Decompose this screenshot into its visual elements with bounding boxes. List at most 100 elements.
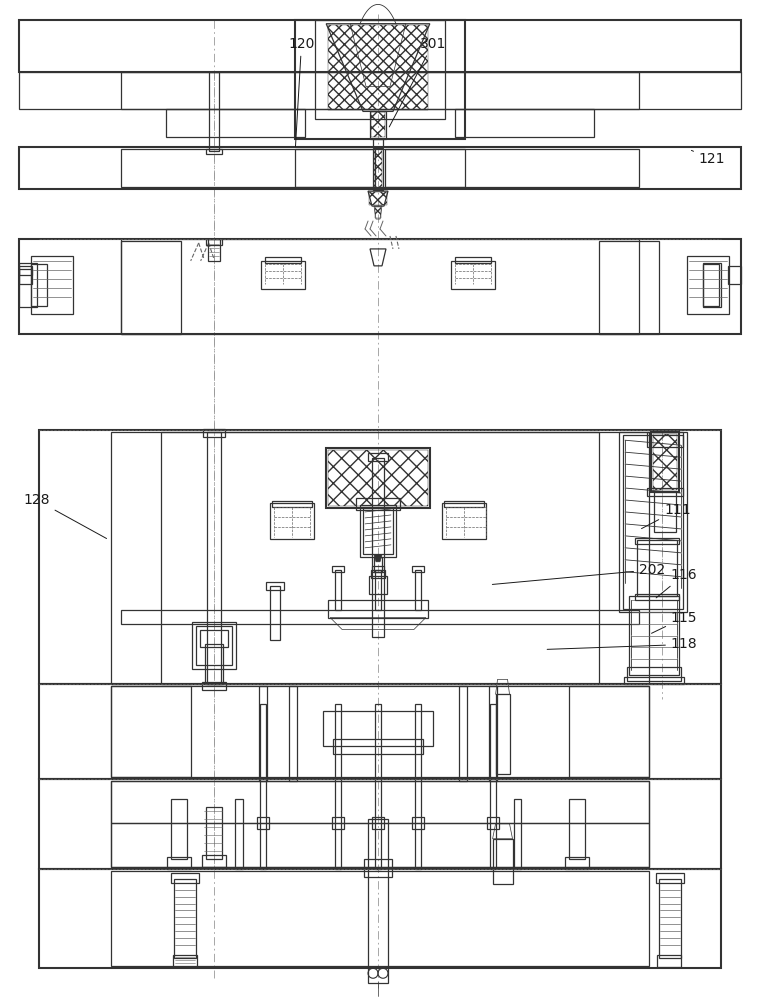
Bar [209, 72, 219, 151]
Bar [206, 149, 222, 154]
Bar [204, 644, 223, 684]
Bar [687, 256, 729, 314]
Polygon shape [374, 555, 382, 562]
Bar [659, 879, 681, 958]
Bar [373, 139, 383, 147]
Bar [369, 192, 387, 205]
Bar [703, 264, 719, 306]
Bar [174, 879, 195, 958]
Bar [40, 869, 720, 968]
Bar [192, 622, 236, 669]
Bar [599, 241, 659, 334]
Bar [637, 540, 677, 596]
Bar [369, 576, 387, 594]
Bar [111, 823, 649, 867]
Bar [415, 704, 421, 869]
Bar [454, 109, 594, 137]
Bar [728, 266, 741, 284]
Bar [459, 686, 467, 781]
Bar [323, 711, 432, 746]
Bar [333, 739, 423, 754]
Bar [654, 492, 676, 532]
Bar [360, 505, 396, 557]
Bar [623, 435, 683, 609]
Bar [261, 704, 267, 869]
Bar [496, 694, 509, 774]
Bar [171, 799, 187, 859]
Bar [206, 807, 222, 859]
Bar [31, 256, 73, 314]
Bar [375, 570, 381, 610]
Bar [370, 111, 386, 139]
Bar [363, 508, 393, 554]
Bar [207, 432, 220, 684]
Bar [703, 263, 720, 307]
Text: 115: 115 [651, 611, 698, 633]
Bar [290, 686, 297, 781]
Bar [332, 566, 344, 572]
Bar [111, 871, 649, 966]
Bar [364, 859, 392, 877]
Bar [195, 626, 232, 665]
Bar [326, 448, 430, 508]
Bar [19, 269, 32, 275]
Text: 301: 301 [389, 37, 446, 127]
Bar [121, 239, 639, 334]
Text: 121: 121 [692, 150, 725, 166]
Bar [489, 686, 496, 781]
Bar [635, 538, 679, 544]
Bar [296, 20, 464, 139]
Bar [375, 207, 381, 218]
Bar [332, 817, 344, 829]
Bar [111, 781, 649, 867]
Bar [657, 955, 681, 967]
Bar [271, 503, 314, 539]
Bar [328, 600, 428, 618]
Bar [31, 264, 47, 306]
Bar [19, 147, 741, 189]
Text: 116: 116 [656, 568, 698, 598]
Bar [328, 25, 428, 110]
Bar [373, 148, 383, 190]
Bar [40, 779, 720, 869]
Bar [368, 453, 388, 461]
Bar [371, 570, 385, 578]
Bar [569, 686, 649, 777]
Bar [412, 817, 424, 829]
Bar [201, 682, 226, 690]
Bar [368, 819, 388, 983]
Bar [315, 20, 445, 119]
Bar [335, 570, 341, 610]
Bar [328, 450, 428, 506]
Bar [444, 501, 483, 507]
Bar [111, 686, 191, 777]
Bar [19, 20, 741, 72]
Bar [121, 72, 639, 109]
Bar [647, 488, 683, 496]
Bar [19, 239, 741, 334]
Bar [372, 817, 384, 829]
Bar [19, 263, 37, 307]
Bar [19, 266, 32, 284]
Bar [121, 241, 181, 334]
Bar [203, 429, 224, 437]
Bar [415, 570, 421, 610]
Bar [489, 704, 496, 869]
Bar [19, 72, 741, 109]
Bar [624, 677, 684, 684]
Bar [653, 434, 677, 490]
Bar [619, 432, 687, 612]
Bar [374, 149, 382, 189]
Text: 202: 202 [492, 563, 665, 584]
Bar [267, 582, 284, 590]
Bar [451, 261, 495, 289]
Bar [121, 149, 639, 187]
Bar [111, 781, 649, 823]
Bar [271, 586, 280, 640]
Bar [235, 799, 242, 869]
Bar [372, 566, 384, 572]
Bar [335, 704, 341, 869]
Bar [121, 610, 639, 624]
Bar [651, 432, 679, 492]
Bar [296, 149, 375, 187]
